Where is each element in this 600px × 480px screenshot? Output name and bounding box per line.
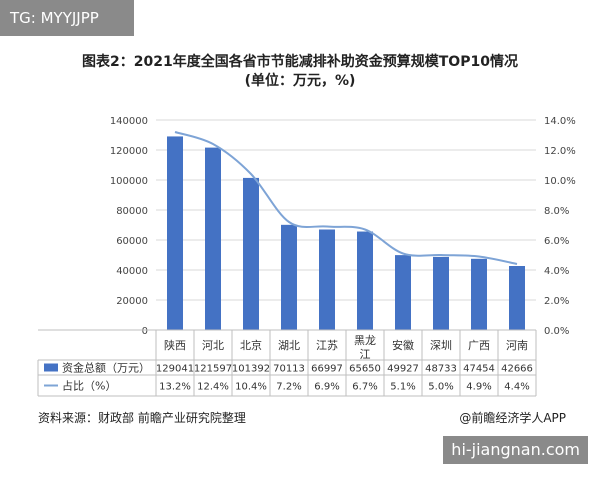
category-label: 湖北 xyxy=(278,339,300,352)
amount-value: 65650 xyxy=(349,364,381,375)
category-label: 黑龙江 xyxy=(354,334,376,361)
left-tick-label: 60000 xyxy=(116,236,148,247)
ratio-value: 6.7% xyxy=(352,382,377,393)
bar-series xyxy=(167,136,525,330)
site-watermark: hi-jiangnan.com xyxy=(443,436,588,464)
right-tick-label: 4.0% xyxy=(544,266,569,277)
right-tick-label: 6.0% xyxy=(544,236,569,247)
amount-value: 49927 xyxy=(387,364,419,375)
amount-value: 70113 xyxy=(273,364,305,375)
bar xyxy=(433,256,449,330)
category-label: 北京 xyxy=(240,338,262,352)
amount-value: 42666 xyxy=(501,364,533,375)
left-tick-label: 80000 xyxy=(116,206,148,217)
category-label: 广西 xyxy=(468,339,490,352)
chart-title: 图表2：2021年度全国各省市节能减排补助资金预算规模TOP10情况 xyxy=(82,54,518,70)
right-tick-label: 8.0% xyxy=(544,206,569,217)
ratio-value: 7.2% xyxy=(276,382,301,393)
amount-value: 48733 xyxy=(425,364,457,375)
ratio-value: 5.1% xyxy=(390,382,415,393)
legend-line-label: 占比（%） xyxy=(62,379,116,393)
category-label: 深圳 xyxy=(430,339,452,352)
category-label: 安徽 xyxy=(392,338,414,352)
left-tick-label: 20000 xyxy=(116,296,148,307)
chart-subtitle: (单位：万元，%) xyxy=(244,73,356,89)
bar xyxy=(243,177,259,330)
bar xyxy=(395,255,411,330)
ratio-value: 13.2% xyxy=(159,382,191,393)
ratio-value: 10.4% xyxy=(235,382,267,393)
ratio-line xyxy=(174,131,518,265)
bar xyxy=(205,147,221,330)
category-label: 河南 xyxy=(506,339,528,352)
ratio-value: 5.0% xyxy=(428,382,453,393)
bar xyxy=(357,231,373,330)
right-tick-label: 14.0% xyxy=(544,116,576,127)
right-tick-label: 0.0% xyxy=(544,326,569,337)
line-series xyxy=(174,131,518,265)
bar xyxy=(319,229,335,330)
bar xyxy=(509,266,525,330)
category-label: 陕西 xyxy=(164,338,186,352)
left-tick-label: 100000 xyxy=(110,176,148,187)
category-label: 江苏 xyxy=(316,339,338,352)
source-note: 资料来源：财政部 前瞻产业研究院整理 xyxy=(38,411,246,425)
ratio-value: 6.9% xyxy=(314,382,339,393)
ratio-value: 4.9% xyxy=(466,382,491,393)
bar xyxy=(281,224,297,330)
right-tick-label: 12.0% xyxy=(544,146,576,157)
legend-bar-label: 资金总额（万元） xyxy=(62,361,150,375)
ratio-value: 12.4% xyxy=(197,382,229,393)
left-tick-label: 120000 xyxy=(110,146,148,157)
amount-value: 66997 xyxy=(311,364,343,375)
ratio-value: 4.4% xyxy=(504,382,529,393)
left-tick-label: 140000 xyxy=(110,116,148,127)
right-axis: 0.0% 2.0% 4.0% 6.0% 8.0% 10.0% 12.0% 14.0% xyxy=(544,116,576,337)
legend-bar-swatch xyxy=(44,363,58,372)
amount-value: 101392 xyxy=(232,364,270,375)
left-tick-label: 0 xyxy=(142,326,148,337)
amount-value: 129041 xyxy=(156,364,194,375)
left-tick-label: 40000 xyxy=(116,266,148,277)
tg-label: TG: MYYJJPP xyxy=(0,0,134,36)
category-label: 河北 xyxy=(202,339,224,352)
right-tick-label: 2.0% xyxy=(544,296,569,307)
bar xyxy=(167,136,183,330)
amount-value: 121597 xyxy=(194,364,232,375)
right-tick-label: 10.0% xyxy=(544,176,576,187)
credit-note: @前瞻经济学人APP xyxy=(459,411,566,425)
bar xyxy=(471,258,487,330)
amount-value: 47454 xyxy=(463,364,495,375)
left-axis: 0 20000 40000 60000 80000 100000 120000 140000 xyxy=(110,116,148,337)
